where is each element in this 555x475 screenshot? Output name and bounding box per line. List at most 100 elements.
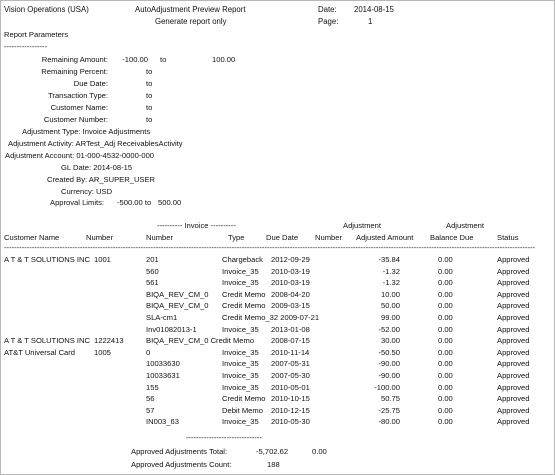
param-currency: Currency: USD: [61, 187, 113, 196]
cell-invoice-number: IN003_63: [146, 417, 179, 427]
report-subtitle: Generate report only: [155, 17, 227, 26]
col-type: Type: [228, 233, 245, 242]
cell-type: Chargeback: [222, 255, 263, 264]
cell-invoice-number: BIQA_REV_CM_0: [146, 301, 209, 311]
page-label: Page:: [318, 17, 339, 26]
param-customer-name-label: Customer Name:: [50, 103, 108, 112]
cell-adjusted-amount: 10.00: [380, 289, 400, 299]
date-label: Date:: [318, 5, 337, 14]
cell-type: Invoice_35: [222, 382, 259, 392]
cell-type: Invoice_35: [222, 278, 259, 288]
param-remaining-amount-to: 100.00: [212, 55, 236, 64]
cell-invoice-number: 561: [146, 278, 159, 288]
cell-invoice-number: Inv01082013-1: [146, 324, 197, 334]
cell-invoice-number: 201: [146, 255, 159, 264]
cell-adjusted-amount: -90.00: [378, 359, 400, 369]
cell-type: Credit Memo: [222, 394, 266, 404]
count-value: 188: [267, 460, 280, 469]
cell-balance-due: 0.00: [438, 382, 453, 392]
cell-customer-number: 1005: [94, 347, 111, 357]
cell-due-date: 2007-05-30: [271, 371, 310, 380]
cell-adjusted-amount: -25.75: [378, 405, 400, 415]
col-due-date: Due Date: [266, 233, 299, 242]
cell-invoice-number: 10033631: [146, 371, 180, 380]
param-due-date-label: Due Date:: [73, 79, 108, 88]
cell-type: Credit Memo: [222, 289, 266, 299]
cell-type: Invoice_35: [222, 417, 259, 427]
cell-status: Approved: [497, 313, 530, 322]
org-name: Vision Operations (USA): [4, 5, 89, 14]
cell-balance-due: 0.00: [438, 255, 453, 264]
cell-balance-due: 0.00: [438, 417, 453, 427]
cell-customer-name: A T & T SOLUTIONS INC: [4, 336, 90, 346]
param-remaining-amount-to-word: to: [160, 55, 167, 64]
cell-status: Approved: [497, 266, 530, 276]
param-adjustment-type: Adjustment Type: Invoice Adjustments: [22, 127, 151, 136]
cell-balance-due: 0.00: [438, 266, 453, 276]
cell-adjusted-amount: 50.75: [380, 394, 400, 404]
cell-invoice-number: 155: [146, 382, 159, 392]
group-header-adjustment-balance: Adjustment: [446, 221, 484, 230]
cell-adjusted-amount: -100.00: [374, 382, 400, 392]
param-adjustment-activity: Adjustment Activity: ARTest_Adj Receivab…: [8, 139, 183, 148]
cell-due-date: 2010-05-01: [271, 382, 310, 392]
cell-adjusted-amount: 99.00: [380, 313, 400, 322]
cell-status: Approved: [497, 417, 530, 427]
cell-status: Approved: [497, 394, 530, 404]
cell-type: Invoice_35: [222, 371, 259, 380]
cell-invoice-number: 56: [146, 394, 155, 404]
cell-due-date: 2008-04-20: [271, 289, 310, 299]
cell-due-date: 2012-09-29: [271, 255, 310, 264]
param-gl-date: GL Date: 2014-08-15: [61, 163, 133, 172]
cell-balance-due: 0.00: [438, 289, 453, 299]
param-remaining-percent-to: to: [146, 67, 153, 76]
param-customer-number-label: Customer Number:: [43, 115, 108, 124]
cell-status: Approved: [497, 405, 530, 415]
params-rule: -----------------: [4, 42, 47, 51]
table-header-rule: ----------------------------------------…: [4, 244, 536, 252]
cell-invoice-number: 0: [146, 347, 151, 357]
cell-due-date: 2010-12-15: [271, 405, 310, 415]
cell-customer-number: 1001: [94, 255, 111, 264]
cell-status: Approved: [497, 289, 530, 299]
param-remaining-percent-label: Remaining Percent:: [41, 67, 108, 76]
cell-type: Credit Memo_32 2009-07-21: [222, 313, 320, 322]
totals-label: Approved Adjustments Total:: [131, 447, 228, 456]
cell-balance-due: 0.00: [438, 394, 453, 404]
cell-balance-due: 0.00: [438, 278, 453, 288]
param-approval-limits-to: 500.00: [158, 198, 182, 207]
date-value: 2014-08-15: [354, 5, 394, 14]
cell-due-date: 2013-01-08: [271, 324, 310, 334]
cell-balance-due: 0.00: [438, 347, 453, 357]
totals-balance: 0.00: [312, 447, 327, 456]
param-created-by: Created By: AR_SUPER_USER: [47, 175, 156, 184]
cell-status: Approved: [497, 324, 530, 334]
param-due-date-to: to: [146, 79, 153, 88]
cell-invoice-number: 10033630: [146, 359, 180, 369]
cell-due-date: 2009-03-15: [271, 301, 310, 311]
col-balance-due: Balance Due: [430, 233, 474, 242]
cell-status: Approved: [497, 382, 530, 392]
cell-due-date: 2010-03-19: [271, 278, 310, 288]
count-label: Approved Adjustments Count:: [131, 460, 232, 469]
page-value: 1: [368, 17, 373, 26]
param-remaining-amount-label: Remaining Amount:: [41, 55, 108, 64]
cell-balance-due: 0.00: [438, 336, 453, 346]
param-approval-limits-label: Approval Limits:: [50, 198, 105, 207]
cell-due-date: 2010-11-14: [271, 347, 310, 357]
col-customer-name: Customer Name: [4, 233, 60, 242]
cell-balance-due: 0.00: [438, 371, 453, 380]
cell-invoice-number: BIQA_REV_CM_0 Credit Memo: [146, 336, 255, 346]
cell-invoice-number: 560: [146, 266, 159, 276]
cell-adjusted-amount: -35.84: [378, 255, 400, 264]
col-invoice-number: Number: [146, 233, 174, 242]
cell-type: Invoice_35: [222, 266, 259, 276]
cell-status: Approved: [497, 301, 530, 311]
cell-status: Approved: [497, 347, 530, 357]
cell-status: Approved: [497, 278, 530, 288]
cell-status: Approved: [497, 371, 530, 380]
cell-invoice-number: BIQA_REV_CM_0: [146, 289, 209, 299]
cell-due-date: 2007-05-31: [271, 359, 310, 369]
cell-adjusted-amount: -1.32: [382, 278, 400, 288]
col-adjustment-number: Number: [315, 233, 343, 242]
